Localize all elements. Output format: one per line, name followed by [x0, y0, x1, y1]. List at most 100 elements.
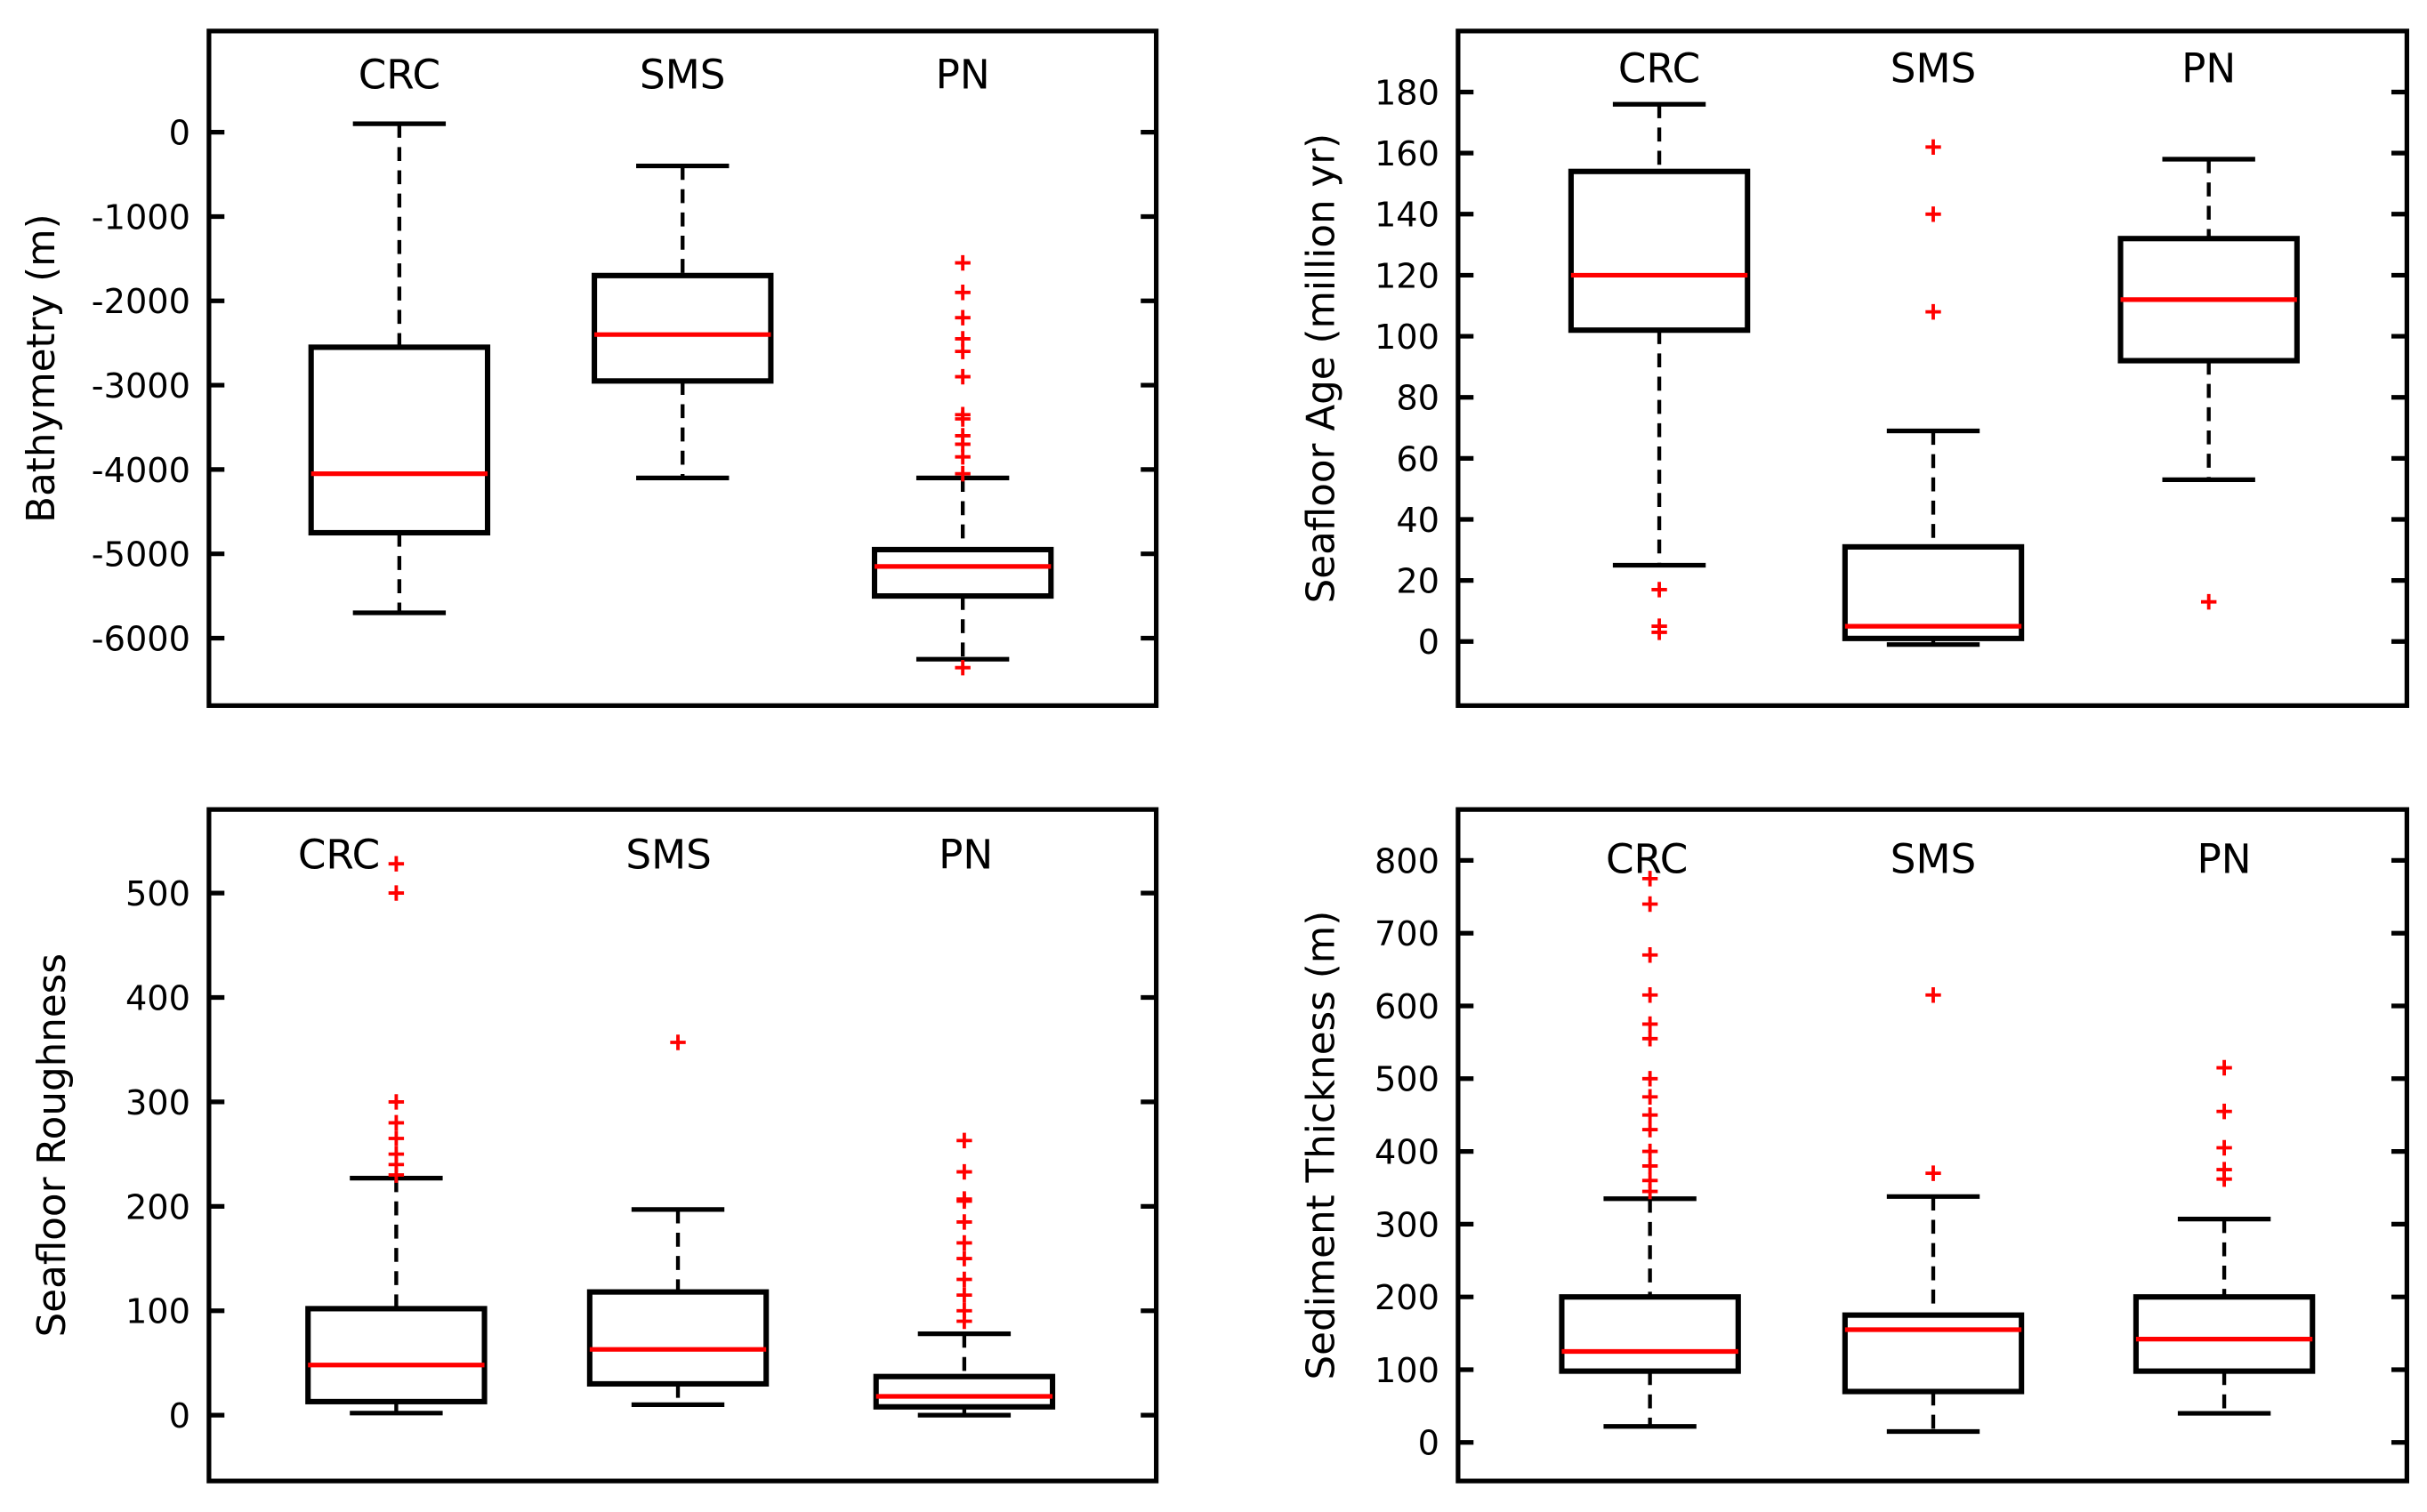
panel-1: 0 -1000 -2000 -3000 -4000 -5000 -6000 Bathymetr… — [20, 28, 1159, 708]
plot-frame — [1455, 807, 2409, 1484]
y-tick-label: -2000 — [92, 282, 190, 322]
outlier-marker — [1641, 947, 1658, 963]
panel-2: 0 20 40 60 80 100 120 140 160 180 Seafloor Age (mi… — [1300, 28, 2409, 708]
outlier-marker — [955, 368, 971, 385]
iqr-box — [1559, 1294, 1741, 1374]
outlier-marker — [1925, 303, 1941, 320]
outlier-marker — [955, 343, 971, 359]
y-tick-label: 0 — [1418, 1424, 1439, 1464]
y-tick-label: -1000 — [92, 197, 190, 237]
box-pn — [873, 1132, 1056, 1418]
y-tick-label: 500 — [1375, 1060, 1439, 1100]
category-label-crc: CRC — [1606, 836, 1688, 883]
y-tick-label: 80 — [1396, 379, 1439, 419]
y-tick-label: 500 — [125, 874, 190, 914]
y-tick-label: 120 — [1375, 256, 1439, 296]
iqr-box — [308, 344, 491, 536]
iqr-box — [1842, 543, 2025, 641]
outlier-marker — [388, 1114, 405, 1131]
y-tick-label: 800 — [1375, 841, 1439, 881]
outlier-marker — [955, 465, 971, 482]
category-label-pn: PN — [2181, 44, 2236, 92]
box-crc — [1559, 871, 1741, 1429]
outlier-marker — [670, 1034, 686, 1050]
iqr-box — [871, 546, 1054, 599]
y-tick-label: 180 — [1375, 73, 1439, 113]
y-tick-label: -3000 — [92, 366, 190, 406]
y-tick-label: 100 — [1375, 318, 1439, 358]
outlier-marker — [1641, 1106, 1658, 1123]
y-tick-label: 140 — [1375, 196, 1439, 236]
outlier-marker — [956, 1193, 972, 1210]
y-axis-label: Seafloor Roughness — [30, 953, 75, 1337]
plot-frame — [206, 807, 1159, 1484]
outlier-marker — [1641, 1071, 1658, 1087]
outlier-marker — [1925, 206, 1941, 222]
outlier-marker — [1641, 1122, 1658, 1138]
outlier-marker — [1641, 1031, 1658, 1047]
iqr-box — [1568, 168, 1751, 334]
outlier-marker — [1641, 987, 1658, 1003]
outlier-marker — [388, 885, 405, 901]
outlier-marker — [956, 1132, 972, 1149]
box-sms — [586, 1034, 770, 1408]
category-label-sms: SMS — [625, 831, 711, 878]
iqr-box — [592, 272, 774, 384]
y-tick-label: 200 — [125, 1187, 190, 1227]
iqr-box — [586, 1289, 770, 1387]
panel-3: 0 100 200 300 400 500 Seafloor Roughness CRC SMS… — [30, 807, 1159, 1484]
plot-frame — [1455, 28, 2409, 708]
outlier-marker — [956, 1271, 972, 1288]
outlier-marker — [955, 659, 971, 676]
box-sms — [1842, 987, 2025, 1435]
outlier-marker — [956, 1313, 972, 1330]
outlier-marker — [955, 254, 971, 271]
category-label-pn: PN — [2197, 836, 2252, 883]
outlier-marker — [956, 1163, 972, 1180]
category-label-sms: SMS — [1891, 836, 1976, 883]
iqr-box — [873, 1373, 1056, 1410]
category-label-crc: CRC — [298, 831, 380, 878]
y-tick-label: 40 — [1396, 501, 1439, 541]
y-tick-label: 60 — [1396, 439, 1439, 479]
y-axis-label: Seafloor Age (million yr) — [1300, 133, 1344, 604]
outlier-marker — [956, 1235, 972, 1251]
outlier-marker — [1641, 1183, 1658, 1200]
box-sms — [592, 163, 774, 480]
outlier-marker — [955, 285, 971, 301]
y-tick-label: 300 — [1375, 1205, 1439, 1245]
y-tick-label: -4000 — [92, 451, 190, 491]
y-tick-label: 200 — [1375, 1278, 1439, 1318]
iqr-box — [1842, 1312, 2025, 1395]
y-tick-label: -5000 — [92, 535, 190, 575]
outlier-marker — [2216, 1170, 2232, 1187]
outlier-marker — [388, 1167, 405, 1183]
outlier-marker — [1651, 582, 1667, 598]
iqr-box — [2133, 1294, 2316, 1374]
y-tick-label: 0 — [1418, 623, 1439, 663]
box-pn — [2117, 157, 2300, 610]
outlier-marker — [1641, 871, 1658, 887]
category-label-crc: CRC — [1618, 44, 1700, 92]
box-crc — [305, 856, 488, 1416]
panel-4: 0 100 200 300 400 500 600 700 800 Sediment Thickn… — [1300, 807, 2409, 1484]
y-tick-label: 0 — [169, 1396, 190, 1436]
outlier-marker — [388, 1094, 405, 1110]
category-label-sms: SMS — [640, 51, 725, 98]
box-pn — [2133, 1059, 2316, 1416]
outlier-marker — [2216, 1139, 2232, 1156]
outlier-marker — [955, 411, 971, 427]
outlier-marker — [1641, 1143, 1658, 1160]
category-label-pn: PN — [939, 831, 993, 878]
category-label-sms: SMS — [1891, 44, 1976, 92]
outlier-marker — [1925, 139, 1941, 156]
category-label-pn: PN — [936, 51, 990, 98]
y-tick-label: 160 — [1375, 134, 1439, 174]
y-tick-label: 0 — [169, 114, 190, 154]
outlier-marker — [1651, 624, 1667, 640]
outlier-marker — [1641, 1158, 1658, 1174]
category-label-crc: CRC — [359, 51, 440, 98]
box-sms — [1842, 139, 2025, 647]
y-tick-label: 100 — [1375, 1351, 1439, 1391]
